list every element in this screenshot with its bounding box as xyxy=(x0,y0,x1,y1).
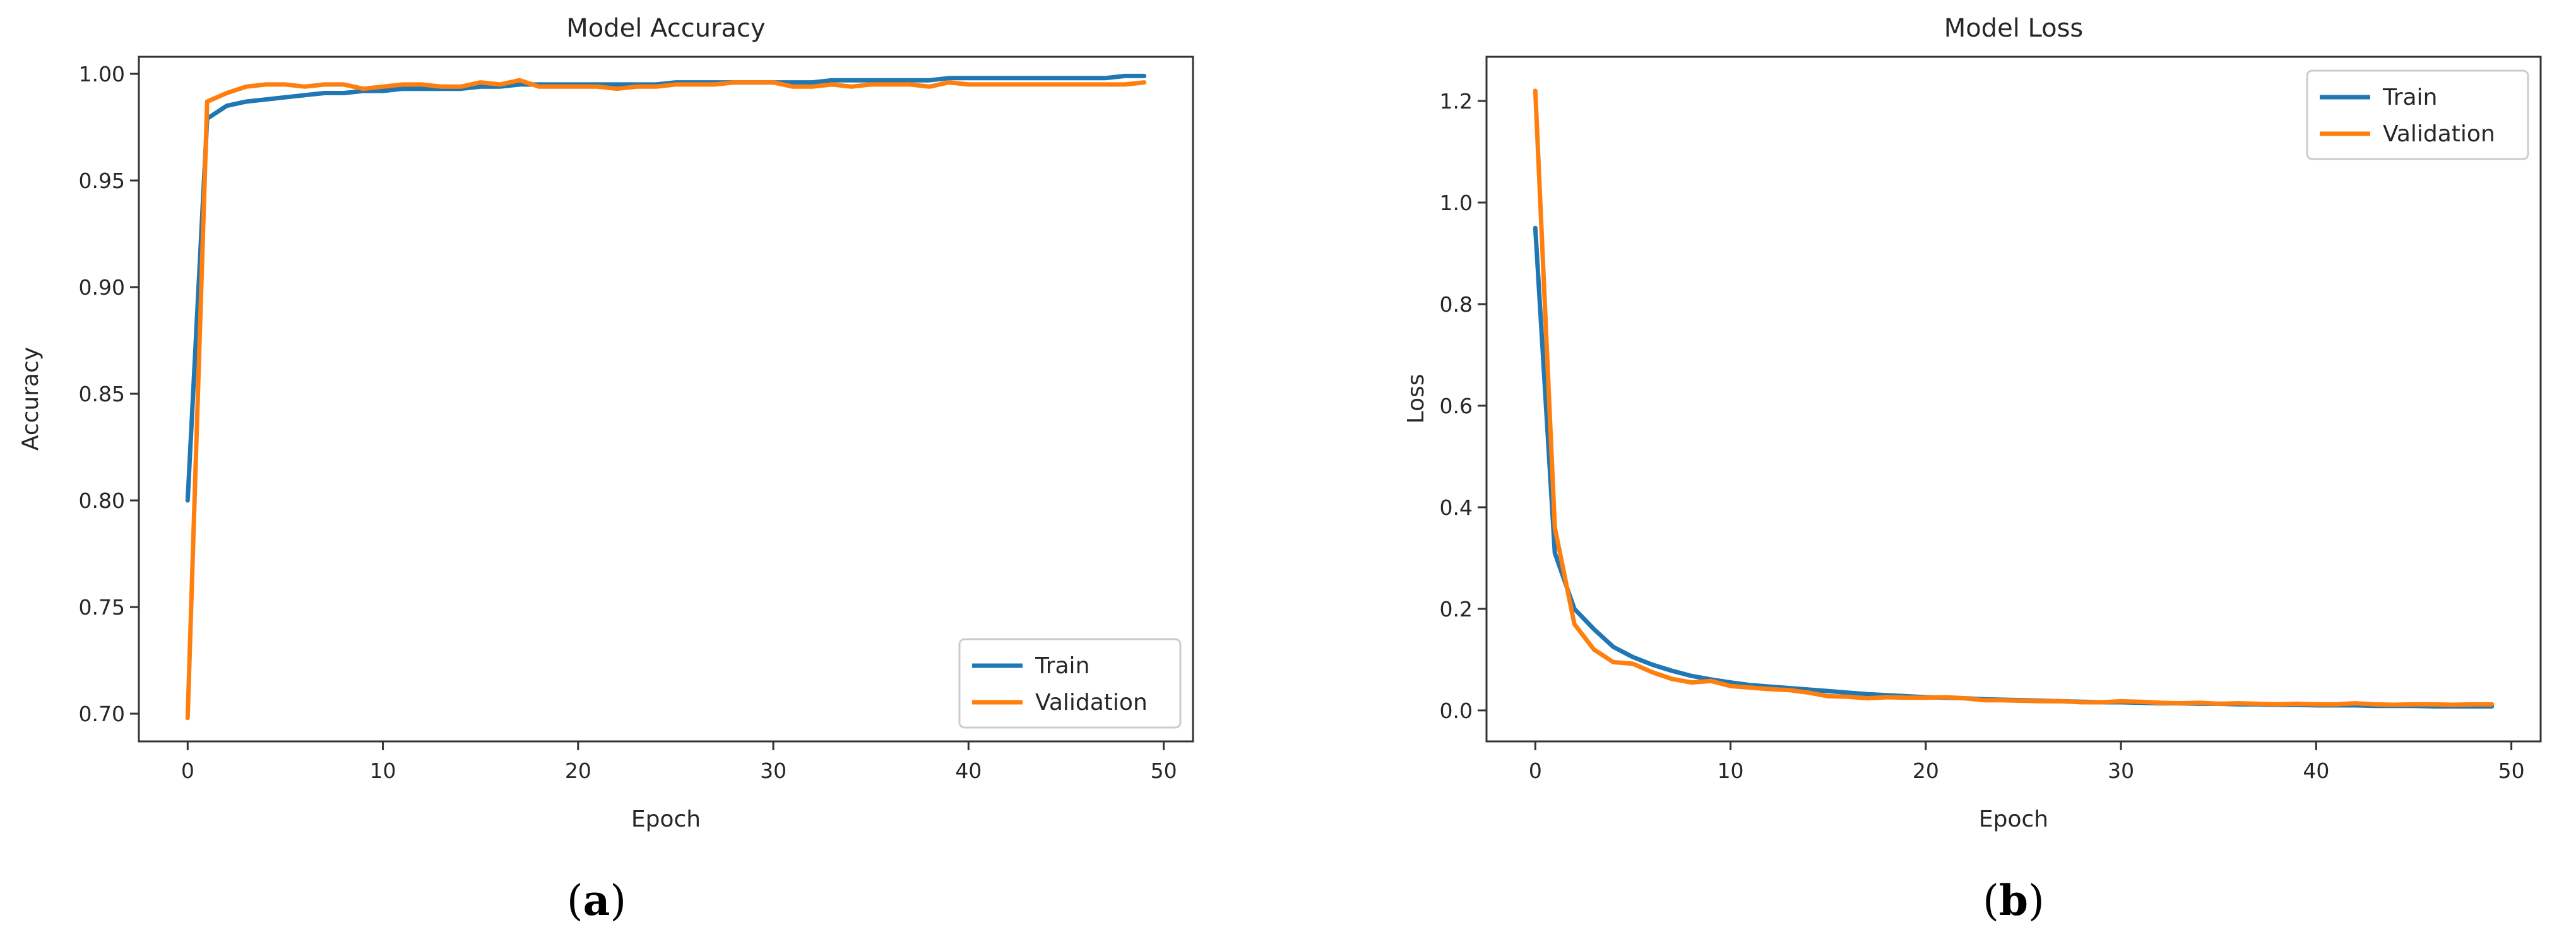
x-tick-label: 20 xyxy=(565,758,591,783)
x-tick-label: 40 xyxy=(955,758,982,783)
x-tick-label: 40 xyxy=(2303,758,2329,783)
y-tick-label: 1.2 xyxy=(1440,89,1473,114)
caption-letter: b xyxy=(1999,876,2028,925)
y-tick-label: 0.90 xyxy=(79,275,125,300)
series-lines xyxy=(185,73,1147,721)
legend-box xyxy=(958,638,1182,729)
x-axis-label: Epoch xyxy=(631,806,701,832)
caption-letter: a xyxy=(583,876,610,925)
caption-open: ( xyxy=(567,876,583,925)
axes-frame xyxy=(1485,56,2542,743)
y-tick-label: 0.70 xyxy=(79,702,125,726)
series-line-validation xyxy=(1533,88,2495,707)
chart-title: Model Loss xyxy=(1944,14,2084,43)
axes-frame xyxy=(138,56,1194,743)
x-tick-label: 20 xyxy=(1913,758,1939,783)
y-tick-label: 0.0 xyxy=(1440,698,1473,723)
y-tick-label: 1.0 xyxy=(1440,191,1473,215)
x-tick-label: 0 xyxy=(181,758,194,783)
legend-label-validation: Validation xyxy=(2383,121,2495,147)
series-line-validation xyxy=(185,78,1147,721)
series-lines xyxy=(1533,88,2495,709)
y-tick-label: 0.6 xyxy=(1440,394,1473,418)
legend: Train Validation xyxy=(958,638,1182,729)
legend-label-train: Train xyxy=(1035,653,1089,679)
x-axis-label: Epoch xyxy=(1979,806,2048,832)
y-tick-label: 0.75 xyxy=(79,595,125,620)
y-tick-label: 0.8 xyxy=(1440,292,1473,317)
y-tick-label: 0.80 xyxy=(79,488,125,513)
accuracy-chart: Model Accuracy 0 10 20 30 40 50 0.70 0.75 0.80 0.8… xyxy=(18,14,1194,925)
x-tick-label: 50 xyxy=(1151,758,1177,783)
legend: Train Validation xyxy=(2306,69,2529,160)
caption-close: ) xyxy=(610,876,626,925)
y-axis-label: Loss xyxy=(1403,374,1429,424)
loss-chart: Model Loss 0 10 20 30 40 50 0.0 0.2 0.4 0.6 0.8 1.0 1… xyxy=(1403,14,2542,925)
x-tick-label: 50 xyxy=(2498,758,2525,783)
subfigure-caption: (b) xyxy=(1983,876,2045,925)
legend-label-validation: Validation xyxy=(1035,690,1148,716)
x-tick-label: 0 xyxy=(1529,758,1542,783)
subfigure-caption: (a) xyxy=(567,876,626,925)
y-tick-label: 0.85 xyxy=(79,382,125,406)
y-tick-label: 1.00 xyxy=(79,62,125,86)
chart-title: Model Accuracy xyxy=(566,14,765,43)
caption-open: ( xyxy=(1983,876,1999,925)
legend-box xyxy=(2306,69,2529,160)
y-tick-label: 0.95 xyxy=(79,168,125,193)
x-tick-label: 10 xyxy=(370,758,396,783)
y-tick-label: 0.4 xyxy=(1440,495,1473,520)
legend-label-train: Train xyxy=(2382,85,2437,110)
caption-close: ) xyxy=(2028,876,2045,925)
y-axis-label: Accuracy xyxy=(18,347,44,451)
x-tick-label: 30 xyxy=(2108,758,2134,783)
x-tick-label: 30 xyxy=(760,758,786,783)
x-tick-label: 10 xyxy=(1718,758,1744,783)
y-tick-label: 0.2 xyxy=(1440,597,1473,622)
